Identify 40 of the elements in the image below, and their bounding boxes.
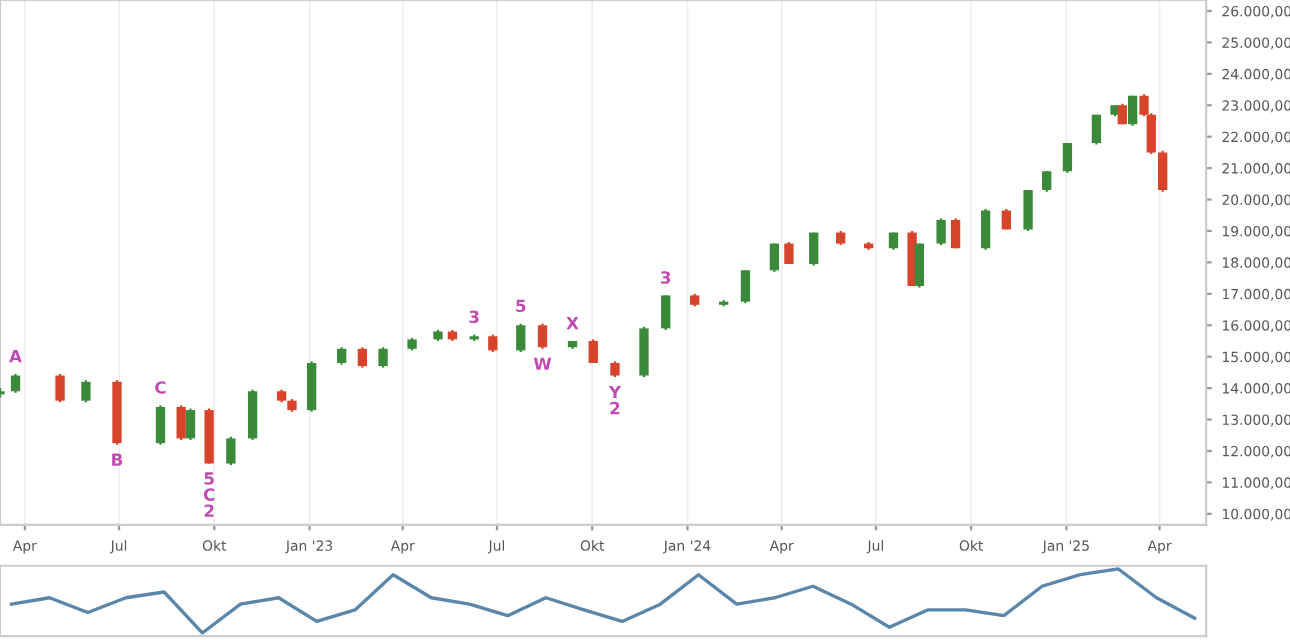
annotation: X (566, 317, 579, 330)
candlestick (185, 407, 196, 442)
candlestick (226, 435, 236, 467)
candlestick (55, 372, 65, 404)
candlestick (809, 231, 819, 267)
annotation: Y 2 (608, 385, 622, 415)
annotation: 5 (516, 299, 526, 313)
candlestick (155, 404, 166, 446)
candlestick (81, 379, 91, 404)
candlestick (247, 388, 258, 442)
candlestick (306, 360, 317, 413)
candlestick (769, 242, 780, 273)
candlestick (588, 338, 598, 365)
candlestick (378, 346, 388, 369)
candlestick (661, 294, 671, 332)
candlestick (1062, 141, 1073, 174)
candlestick (516, 322, 526, 354)
candlestick (176, 404, 186, 442)
candlestick (639, 325, 649, 379)
candlestick (740, 269, 751, 305)
candlestick (1023, 189, 1033, 233)
candlestick (10, 372, 21, 394)
annotation: C (155, 381, 166, 394)
annotation: 3 (661, 271, 671, 284)
candlestick (1127, 94, 1138, 127)
candlestick (1158, 149, 1168, 193)
annotation: 5 C 2 (203, 472, 215, 517)
annotation: B (112, 453, 123, 466)
candlestick (537, 322, 548, 350)
candlestick (980, 207, 991, 251)
candlestick (1091, 113, 1102, 146)
annotation: W (533, 357, 552, 370)
candlestick (784, 240, 794, 266)
annotation: 3 (469, 310, 479, 324)
candlestick (914, 242, 925, 289)
annotation: A (9, 350, 22, 363)
candlestick (1042, 170, 1052, 193)
candlestick (936, 217, 946, 247)
candlestick (357, 346, 368, 369)
candlestick (950, 217, 961, 250)
